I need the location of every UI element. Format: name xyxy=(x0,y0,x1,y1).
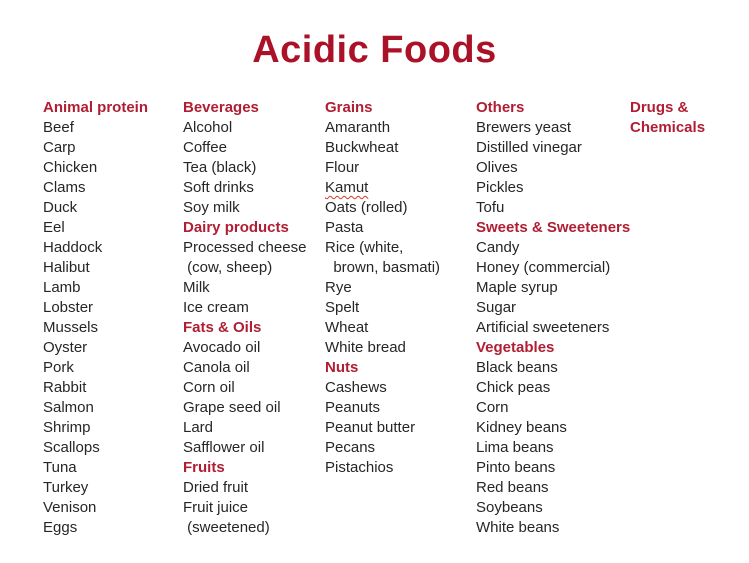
food-item: Honey (commercial) xyxy=(476,259,611,276)
food-item: Mussels xyxy=(43,319,99,336)
food-item: Pork xyxy=(43,359,74,376)
food-item: Lamb xyxy=(43,279,81,296)
food-item: Shrimp xyxy=(43,419,91,436)
section-header: Others xyxy=(476,99,525,116)
food-item: Beef xyxy=(43,119,74,136)
food-item: Haddock xyxy=(43,239,103,256)
food-item: Artificial sweeteners xyxy=(476,319,610,336)
section-header: Sweets & Sweeteners xyxy=(476,219,631,236)
food-item: Alcohol xyxy=(183,119,233,136)
section-header: Beverages xyxy=(183,99,259,116)
food-item: Olives xyxy=(476,159,518,176)
section-header: Nuts xyxy=(325,359,359,376)
food-item: Venison xyxy=(43,499,97,516)
section-header: Dairy products xyxy=(183,219,289,236)
food-item: Pasta xyxy=(325,219,364,236)
food-item: Canola oil xyxy=(183,359,250,376)
food-item: Soy milk xyxy=(183,199,240,216)
food-item: Pecans xyxy=(325,439,376,456)
section-header-line2: Chemicals xyxy=(630,119,706,136)
food-item: Spelt xyxy=(325,299,360,316)
food-item: Processed cheese xyxy=(183,239,307,256)
food-item: Clams xyxy=(43,179,86,196)
food-item: Chick peas xyxy=(476,379,551,396)
food-item: Soft drinks xyxy=(183,179,254,196)
food-item: Duck xyxy=(43,199,78,216)
food-item: Peanuts xyxy=(325,399,381,416)
food-item: Red beans xyxy=(476,479,549,496)
food-item: Halibut xyxy=(43,259,90,276)
food-item: Tea (black) xyxy=(183,159,257,176)
food-item: White bread xyxy=(325,339,406,356)
food-item: Peanut butter xyxy=(325,419,416,436)
food-item: Pickles xyxy=(476,179,524,196)
column-1: Beverages Alcohol Coffee Tea (black) Soft dr… xyxy=(183,98,325,538)
food-item: Lard xyxy=(183,419,214,436)
food-item: Kamut xyxy=(325,179,369,196)
food-item: Rye xyxy=(325,279,352,296)
food-item: Candy xyxy=(476,239,520,256)
food-item: Safflower oil xyxy=(183,439,265,456)
section-header: Vegetables xyxy=(476,339,555,356)
food-item: Avocado oil xyxy=(183,339,261,356)
food-item: Eel xyxy=(43,219,65,236)
food-item: Cashews xyxy=(325,379,387,396)
food-item: Rice (white, xyxy=(325,239,404,256)
column-3: Others Brewers yeast Distilled vinegar Oliv… xyxy=(476,98,630,538)
food-item: Buckwheat xyxy=(325,139,399,156)
food-item: Wheat xyxy=(325,319,369,336)
section-header: Fats & Oils xyxy=(183,319,262,336)
food-item: Tofu xyxy=(476,199,505,216)
food-item: Flour xyxy=(325,159,360,176)
page-title: Acidic Foods xyxy=(252,29,497,71)
food-item: Rabbit xyxy=(43,379,87,396)
food-item: Brewers yeast xyxy=(476,119,572,136)
food-item: Dried fruit xyxy=(183,479,249,496)
food-item: Chicken xyxy=(43,159,98,176)
food-item: Maple syrup xyxy=(476,279,558,296)
food-item: Ice cream xyxy=(183,299,249,316)
food-item: (cow, sheep) xyxy=(183,259,273,276)
food-item: Salmon xyxy=(43,399,94,416)
food-item: Fruit juice xyxy=(183,499,249,516)
food-item: Carp xyxy=(43,139,76,156)
column-0: Animal protein Beef Carp Chicken Clams Duck Ee… xyxy=(43,98,183,538)
food-item: (sweetened) xyxy=(183,519,270,536)
section-header: Grains xyxy=(325,99,373,116)
food-item: Oyster xyxy=(43,339,88,356)
food-item: Amaranth xyxy=(325,119,391,136)
food-item: Pinto beans xyxy=(476,459,556,476)
food-item: Corn oil xyxy=(183,379,235,396)
food-item: Milk xyxy=(183,279,210,296)
food-item: Corn xyxy=(476,399,509,416)
food-item: Grape seed oil xyxy=(183,399,281,416)
food-item: Eggs xyxy=(43,519,78,536)
column-4: Drugs & Chemicals xyxy=(630,98,749,138)
food-item: Soybeans xyxy=(476,499,543,516)
food-item: Distilled vinegar xyxy=(476,139,582,156)
food-item: Black beans xyxy=(476,359,558,376)
food-item: Lima beans xyxy=(476,439,554,456)
food-item: Pistachios xyxy=(325,459,394,476)
food-item: Coffee xyxy=(183,139,227,156)
food-item: Scallops xyxy=(43,439,100,456)
food-item: Tuna xyxy=(43,459,77,476)
food-item: Kidney beans xyxy=(476,419,567,436)
food-item: Oats (rolled) xyxy=(325,199,408,216)
column-2: Grains Amaranth Buckwheat Flour Kamut Oats (r… xyxy=(325,98,476,478)
food-item: Turkey xyxy=(43,479,89,496)
food-item: brown, basmati) xyxy=(325,259,441,276)
section-header: Animal protein xyxy=(43,99,149,116)
food-item: Sugar xyxy=(476,299,517,316)
food-item: Lobster xyxy=(43,299,94,316)
section-header: Fruits xyxy=(183,459,225,476)
food-item: White beans xyxy=(476,519,560,536)
food-columns: Animal protein Beef Carp Chicken Clams Duck Ee… xyxy=(0,98,749,538)
section-header: Drugs & xyxy=(630,99,689,116)
